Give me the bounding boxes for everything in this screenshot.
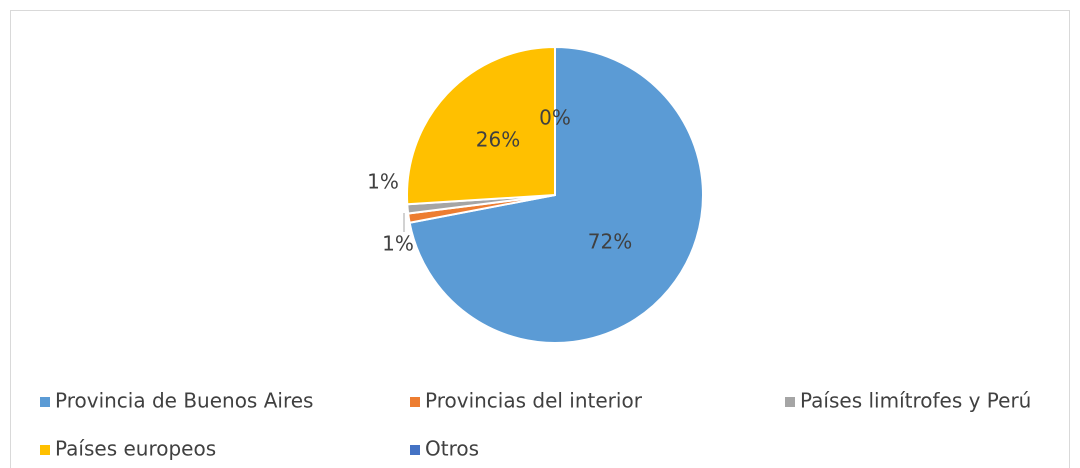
legend-swatch [40, 445, 50, 455]
pie-slice [406, 45, 556, 206]
legend-label: Provincia de Buenos Aires [55, 389, 313, 413]
data-label: 1% [382, 232, 414, 256]
legend-label: Países limítrofes y Perú [800, 389, 1031, 413]
data-label: 0% [539, 106, 571, 130]
legend-label: Países europeos [55, 437, 216, 461]
data-label: 1% [367, 170, 399, 194]
data-label: 26% [476, 128, 520, 152]
legend-swatch [410, 445, 420, 455]
legend-label: Provincias del interior [425, 389, 643, 413]
data-label: 72% [588, 230, 632, 254]
pie-slice [408, 45, 704, 344]
legend-swatch [410, 397, 420, 407]
legend-swatch [40, 397, 50, 407]
legend-swatch [785, 397, 795, 407]
legend-label: Otros [425, 437, 479, 461]
